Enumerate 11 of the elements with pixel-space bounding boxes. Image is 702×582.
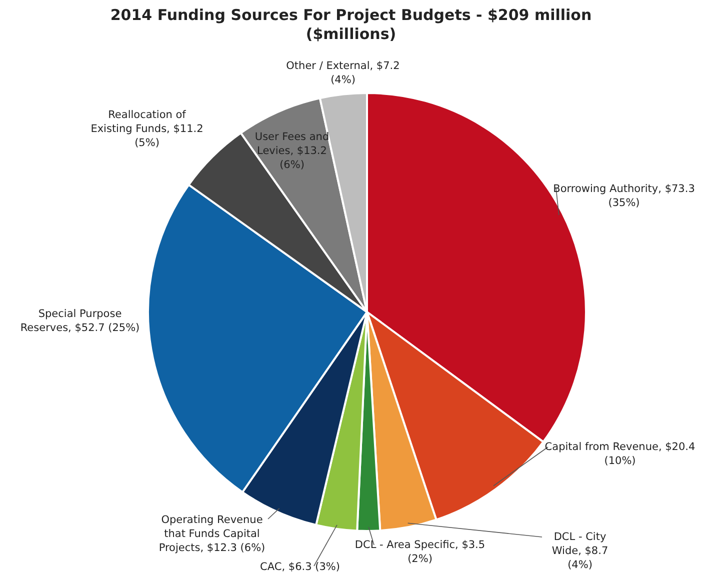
- slice-label: Capital from Revenue, $20.4 (10%): [544, 441, 696, 467]
- chart-title: 2014 Funding Sources For Project Budgets - $209 million: [110, 6, 592, 24]
- slice-label: Other / External, $7.2 (4%): [286, 60, 400, 86]
- slice-label: Reallocation of Existing Funds, $11.2 (5%): [90, 109, 204, 149]
- slice-label: Borrowing Authority, $73.3 (35%): [553, 183, 695, 209]
- chart-subtitle: ($millions): [306, 25, 396, 43]
- slice-label: DCL - Area Specific, $3.5 (2%): [354, 539, 486, 565]
- slice-label: Operating Revenue that Funds Capital Projects, $12.3 (6%): [158, 514, 266, 554]
- slice-label: Special Purpose Reserves, $52.7 (25%): [20, 308, 140, 334]
- slice-label: DCL - City Wide, $8.7 (4%): [552, 531, 608, 571]
- slice-label: CAC, $6.3 (3%): [260, 561, 340, 573]
